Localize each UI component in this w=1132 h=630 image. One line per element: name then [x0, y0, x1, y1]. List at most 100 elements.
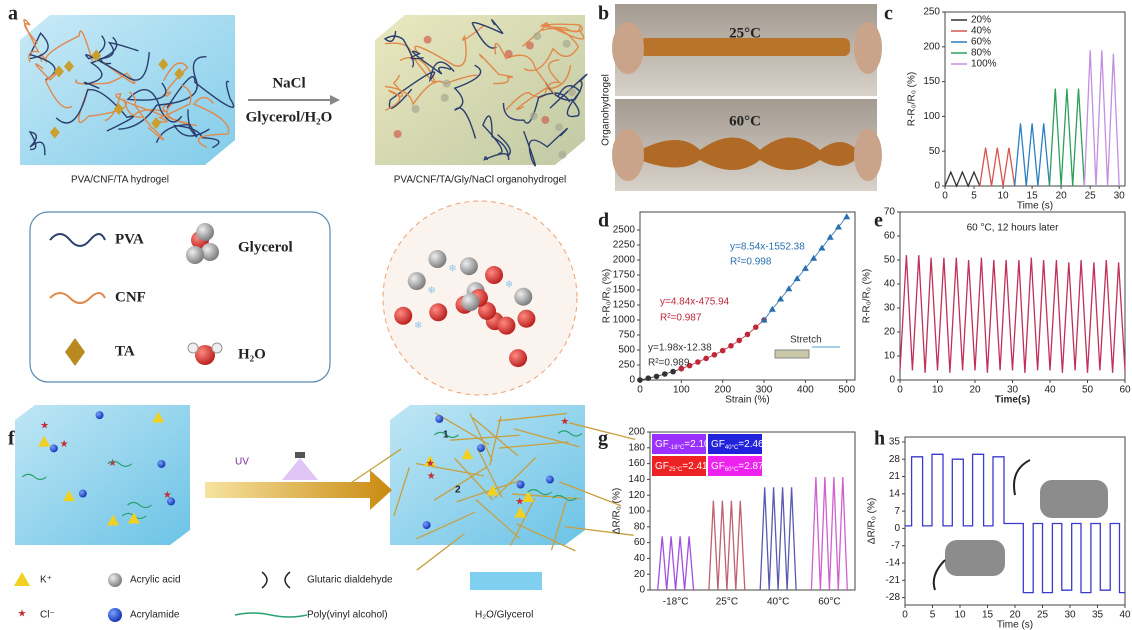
network-fiber [415, 511, 476, 540]
k-ion [424, 455, 437, 467]
arrow-label: Glycerol/H₂O [246, 109, 333, 125]
legend-label: K⁺ [40, 575, 52, 586]
hand [1040, 480, 1108, 518]
particle [529, 112, 538, 121]
polymer-chain [28, 130, 46, 156]
particle [541, 115, 550, 124]
finger [612, 22, 644, 74]
ta-crystal [49, 126, 60, 139]
legend-k [14, 572, 30, 586]
x-tick-label: 10 [954, 610, 966, 621]
y-tick-label: 100 [923, 111, 940, 122]
annotation: R²=0.989 [648, 358, 690, 369]
molecule [497, 316, 516, 335]
y-tick-label: 80 [634, 521, 646, 532]
network-fiber [454, 457, 494, 501]
glycerol-atom [201, 243, 219, 261]
y-axis-label: R-R₀/R₀ (%) [907, 72, 918, 126]
data-line [944, 170, 981, 188]
legend-label: PVA [115, 231, 144, 247]
ta-crystal [91, 49, 102, 62]
data-line [1048, 88, 1086, 187]
data-line [681, 319, 765, 369]
legend-aa [108, 573, 122, 587]
particle [533, 32, 542, 41]
y-tick-label: 60 [634, 537, 646, 548]
legend-am [108, 608, 122, 622]
gf-label: GF-18°C=2.10 [655, 439, 710, 451]
data-line [905, 453, 1125, 594]
network-fiber [569, 422, 636, 441]
polymer-chain [502, 92, 571, 124]
x-tick-label: 30 [1064, 610, 1076, 621]
x-tick-label: 25°C [716, 597, 738, 608]
x-tick-label: 15 [982, 610, 994, 621]
x-tick-label: 10 [932, 385, 944, 396]
polymer-chain [505, 64, 572, 111]
plot-frame [649, 431, 856, 591]
data-line [1083, 50, 1120, 187]
x-tick-label: 30 [1007, 385, 1019, 396]
legend-label: CNF [115, 289, 146, 305]
gf-box [652, 456, 706, 476]
polymer-chain [410, 50, 452, 75]
glycerol-atom [196, 223, 214, 241]
data-line [759, 487, 797, 591]
arrowhead [330, 95, 340, 105]
k-ion [63, 490, 76, 502]
data-line [810, 476, 848, 591]
data-line [657, 536, 695, 591]
x-tick-label: 35 [1092, 610, 1104, 621]
polymer-chain [130, 102, 197, 127]
y-tick-label: 7 [894, 506, 900, 517]
y-tick-label: -14 [886, 558, 901, 569]
particle [393, 130, 402, 139]
gel-strip [640, 137, 855, 170]
acrylamide [78, 489, 87, 498]
molecule [478, 301, 497, 320]
polymer-chain [523, 27, 580, 72]
y-tick-label: 150 [923, 76, 940, 87]
inset-sample [774, 349, 810, 359]
network-fiber [475, 499, 521, 539]
network-fiber [349, 448, 402, 484]
acrylamide [435, 414, 444, 423]
caption: PVA/CNF/TA hydrogel [71, 175, 169, 186]
y-tick-label: 0 [894, 523, 900, 534]
y-tick-label: 0 [934, 181, 940, 192]
molecule [461, 293, 480, 312]
y-tick-label: 140 [628, 474, 645, 485]
network-fiber [416, 533, 465, 571]
x-tick-label: 0 [637, 385, 643, 396]
gf-sub: 40°C [725, 445, 739, 451]
k-ion [461, 448, 474, 460]
annotation: R²=0.987 [660, 313, 702, 324]
x-tick-label: 40 [1119, 610, 1131, 621]
acrylamide [157, 459, 166, 468]
gf-sub: 25°C [669, 467, 683, 473]
acrylamide [49, 444, 58, 453]
precursor-block [15, 405, 190, 545]
data-line [899, 255, 1126, 373]
temp-label: 60°C [729, 113, 761, 129]
network-fiber [449, 434, 520, 441]
legend-ga [261, 571, 291, 589]
legend-label: Acrylamide [130, 610, 180, 621]
y-tick-label: 70 [884, 207, 896, 218]
k-ion [127, 512, 140, 524]
y-tick-label: 1250 [613, 300, 636, 311]
finger [854, 22, 882, 74]
network-fiber [469, 413, 493, 462]
ta-crystal [113, 103, 124, 116]
polymer-chain [192, 96, 230, 149]
y-tick-label: 21 [889, 471, 901, 482]
k-ion [107, 514, 120, 526]
legend-label: Glycerol [238, 239, 293, 255]
network-fiber [550, 500, 567, 551]
y-tick-label: 200 [628, 427, 645, 438]
uv-arrow [205, 470, 392, 510]
network-fiber [497, 412, 568, 422]
gf-name: GF [655, 461, 669, 472]
pva-chain [21, 473, 47, 481]
legend-label: 60% [971, 37, 991, 48]
